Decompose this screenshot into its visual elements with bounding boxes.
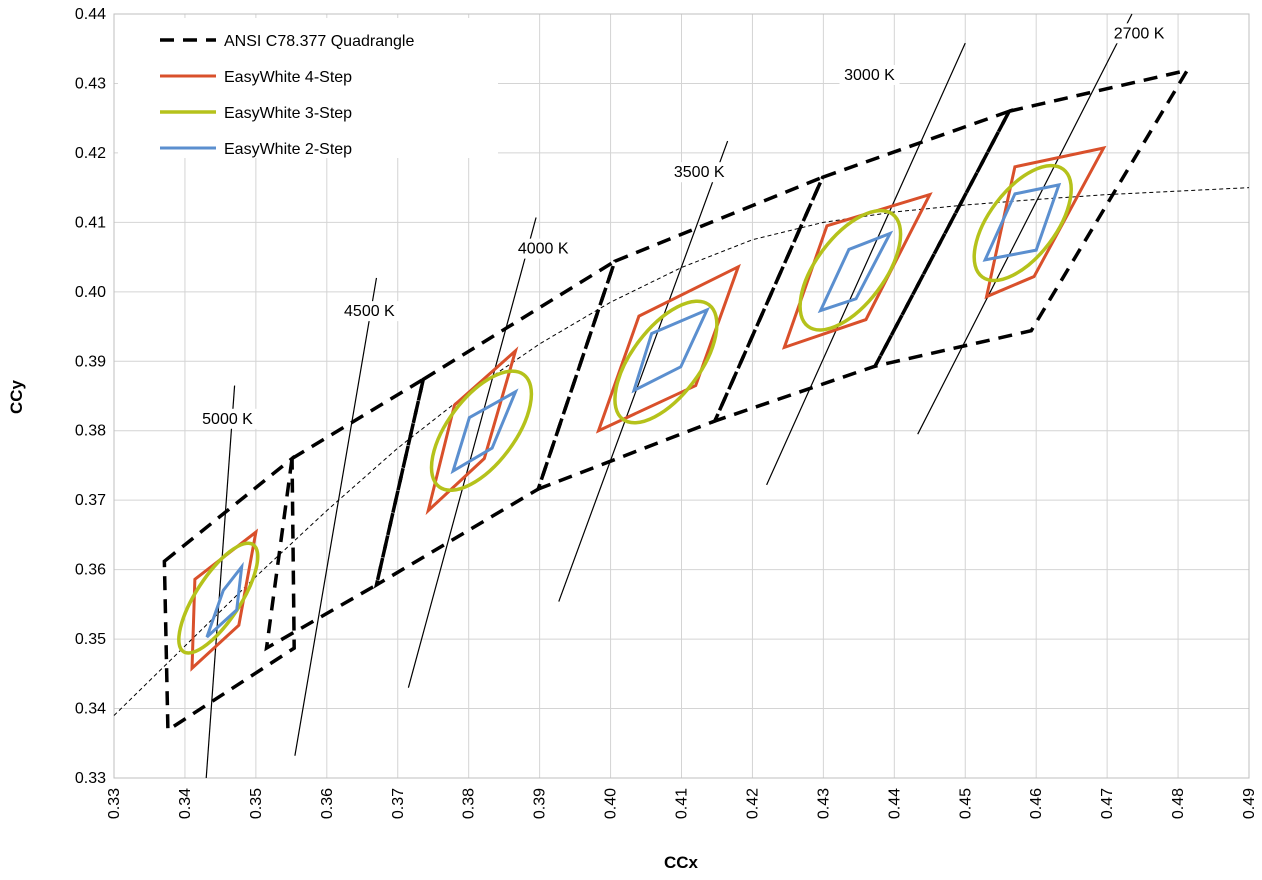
y-tick-label: 0.42 [75, 145, 106, 162]
x-tick-label: 0.45 [957, 788, 974, 819]
x-tick-label: 0.47 [1099, 788, 1116, 819]
isotherm-3000k [766, 42, 966, 486]
ansi-quadrangle-polygon [162, 454, 296, 734]
y-tick-label: 0.34 [75, 701, 106, 718]
isotherm-3500k [558, 140, 729, 602]
isotherm-label-5000k: 5000 K [202, 411, 253, 428]
ansi-quadrangle-polygon [871, 67, 1191, 369]
easywhite-4-step-polygon [984, 145, 1107, 300]
axis-ticks: 0.33 0.34 0.35 0.36 0.37 0.38 0.39 0.40 0.41 0.42… [75, 6, 1258, 819]
isotherm-label-bg [513, 238, 574, 259]
y-tick-label: 0.40 [75, 284, 106, 301]
legend-label-easywhite-4-step: EasyWhite 4-Step [224, 69, 352, 86]
easywhite-2-step-polygon [631, 306, 711, 394]
series-layer [162, 67, 1191, 734]
easywhite-4-step-polygon [425, 346, 519, 516]
isotherms-layer: 5000 K 4500 K 4000 K 3500 K 3000 K 2700 K [197, 13, 1170, 779]
isotherm-label-3500k: 3500 K [674, 164, 725, 181]
legend-label-easywhite-3-step: EasyWhite 3-Step [224, 105, 352, 122]
x-tick-label: 0.35 [248, 788, 265, 819]
x-tick-label: 0.46 [1028, 788, 1045, 819]
x-tick-label: 0.36 [319, 788, 336, 819]
easywhite-3-step-ellipse [798, 208, 903, 332]
x-tick-label: 0.40 [603, 788, 620, 819]
isotherm-label-bg [339, 301, 400, 322]
plot-border [113, 13, 1250, 779]
easywhite-3-step-ellipse [429, 369, 534, 493]
isotherm-label-bg [839, 64, 900, 85]
y-tick-label: 0.38 [75, 423, 106, 440]
isotherm-4500k [294, 277, 378, 756]
legend-label-ansi-quadrangle: ANSI C78.377 Quadrangle [224, 33, 414, 50]
isotherm-label-2700k: 2700 K [1114, 25, 1165, 42]
planckian-locus-layer [113, 187, 1250, 716]
ansi-quadrangle-polygon [264, 375, 426, 652]
legend-box [118, 18, 498, 158]
easywhite-3-step-ellipse [613, 299, 719, 425]
easywhite-2-step-polygon [205, 561, 244, 639]
x-axis-title: CCx [664, 853, 699, 872]
isotherm-2700k [917, 13, 1133, 435]
easywhite-2-step-polygon [450, 388, 519, 475]
easywhite-2-step-polygon [982, 182, 1062, 262]
y-tick-label: 0.35 [75, 631, 106, 648]
y-tick-label: 0.36 [75, 562, 106, 579]
isotherm-label-bg [197, 408, 258, 429]
legend-label-easywhite-2-step: EasyWhite 2-Step [224, 141, 352, 158]
x-tick-label: 0.38 [461, 788, 478, 819]
y-axis-title: CCy [7, 379, 26, 414]
x-tick-label: 0.49 [1241, 788, 1258, 819]
isotherm-5000k [205, 385, 236, 779]
planckian-locus [113, 187, 1250, 716]
isotherm-label-bg [669, 162, 730, 183]
isotherm-4000k [407, 217, 537, 688]
isotherm-label-bg [1109, 23, 1170, 44]
y-tick-label: 0.44 [75, 6, 106, 23]
x-tick-label: 0.37 [390, 788, 407, 819]
y-tick-label: 0.41 [75, 214, 106, 231]
y-tick-label: 0.43 [75, 75, 106, 92]
x-tick-label: 0.41 [674, 788, 691, 819]
easywhite-4-step-polygon [595, 263, 741, 434]
y-tick-label: 0.33 [75, 770, 106, 787]
y-tick-label: 0.39 [75, 353, 106, 370]
x-tick-label: 0.48 [1170, 788, 1187, 819]
x-tick-label: 0.44 [886, 788, 903, 819]
ansi-quadrangle-polygon [535, 173, 827, 493]
y-tick-label: 0.37 [75, 492, 106, 509]
x-tick-label: 0.33 [106, 788, 123, 819]
isotherm-label-3000k: 3000 K [844, 67, 895, 84]
easywhite-2-step-polygon [817, 230, 894, 314]
x-tick-label: 0.43 [815, 788, 832, 819]
legend: ANSI C78.377 Quadrangle EasyWhite 4-Step E… [118, 18, 498, 158]
easywhite-3-step-ellipse [972, 163, 1073, 283]
x-tick-label: 0.42 [744, 788, 761, 819]
x-tick-label: 0.39 [532, 788, 549, 819]
isotherm-label-4500k: 4500 K [344, 303, 395, 320]
x-tick-label: 0.34 [177, 788, 194, 819]
isotherm-label-4000k: 4000 K [518, 241, 569, 258]
